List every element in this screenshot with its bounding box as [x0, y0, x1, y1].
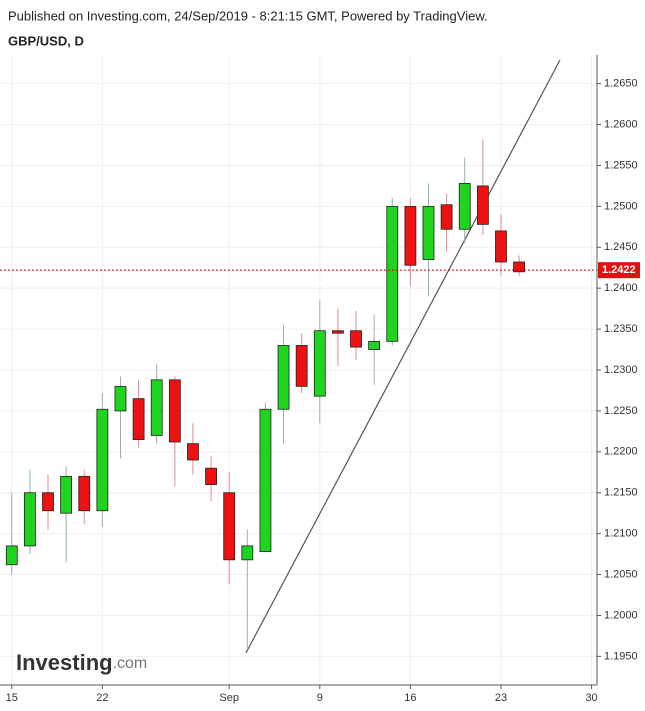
y-tick-label: 1.2150	[604, 487, 638, 499]
candle-body	[78, 475, 91, 512]
candle-body	[350, 330, 362, 348]
candle-body	[332, 330, 344, 334]
candle-body	[476, 185, 489, 225]
candle-body	[386, 205, 399, 342]
last-price-label: 1.2422	[602, 264, 636, 276]
y-tick-label: 1.2450	[604, 241, 638, 253]
x-tick-label: 9	[317, 692, 323, 704]
x-tick-label: 30	[585, 692, 597, 704]
y-tick-label: 1.2400	[604, 282, 638, 294]
y-tick-label: 1.2050	[604, 568, 638, 580]
candle-body	[150, 379, 163, 436]
trend-line	[245, 59, 561, 654]
candle-body	[422, 205, 435, 260]
logo-suffix: .com	[113, 655, 148, 672]
candle-body	[5, 545, 18, 566]
symbol: GBP/USD, D	[8, 33, 84, 48]
y-tick-label: 1.2650	[604, 78, 638, 90]
y-tick-label: 1.2550	[604, 159, 638, 171]
candle-body	[132, 398, 145, 440]
candle-body	[241, 545, 254, 561]
x-tick-label: 15	[6, 692, 18, 704]
y-tick-label: 1.2350	[604, 323, 638, 335]
candle-body	[513, 261, 525, 273]
candle-body	[368, 340, 381, 350]
y-tick-label: 1.1950	[604, 650, 638, 662]
x-tick-label: 16	[404, 692, 416, 704]
candle-body	[223, 492, 236, 561]
candle-body	[42, 492, 54, 512]
candle-body	[96, 408, 109, 512]
y-tick-label: 1.2000	[604, 609, 638, 621]
candle-body	[277, 345, 290, 410]
candle-body	[495, 230, 507, 263]
x-tick-label: 23	[495, 692, 507, 704]
candle-body	[440, 204, 453, 230]
x-tick-label: 22	[96, 692, 108, 704]
candle-body	[313, 330, 326, 397]
candle-body	[60, 475, 73, 514]
x-tick-label: Sep	[219, 692, 239, 704]
candle-body	[205, 467, 217, 485]
candle-body	[187, 443, 199, 461]
published-note: Published on Investing.com, 24/Sep/2019 …	[8, 8, 488, 23]
candle-body	[114, 385, 127, 412]
logo-brand: Investing	[16, 650, 113, 675]
candle-body	[23, 492, 36, 547]
candle-body	[259, 408, 272, 553]
y-tick-label: 1.2500	[604, 200, 638, 212]
candle-body	[458, 183, 471, 230]
y-tick-label: 1.2200	[604, 446, 638, 458]
candle-body	[295, 345, 308, 387]
y-tick-label: 1.2250	[604, 405, 638, 417]
candle-body	[168, 379, 181, 443]
y-tick-label: 1.2300	[604, 364, 638, 376]
y-tick-label: 1.2100	[604, 528, 638, 540]
y-tick-label: 1.2600	[604, 118, 638, 130]
last-price-box	[598, 262, 640, 279]
logo: Investing.com	[16, 650, 147, 675]
candle-body	[404, 205, 417, 266]
